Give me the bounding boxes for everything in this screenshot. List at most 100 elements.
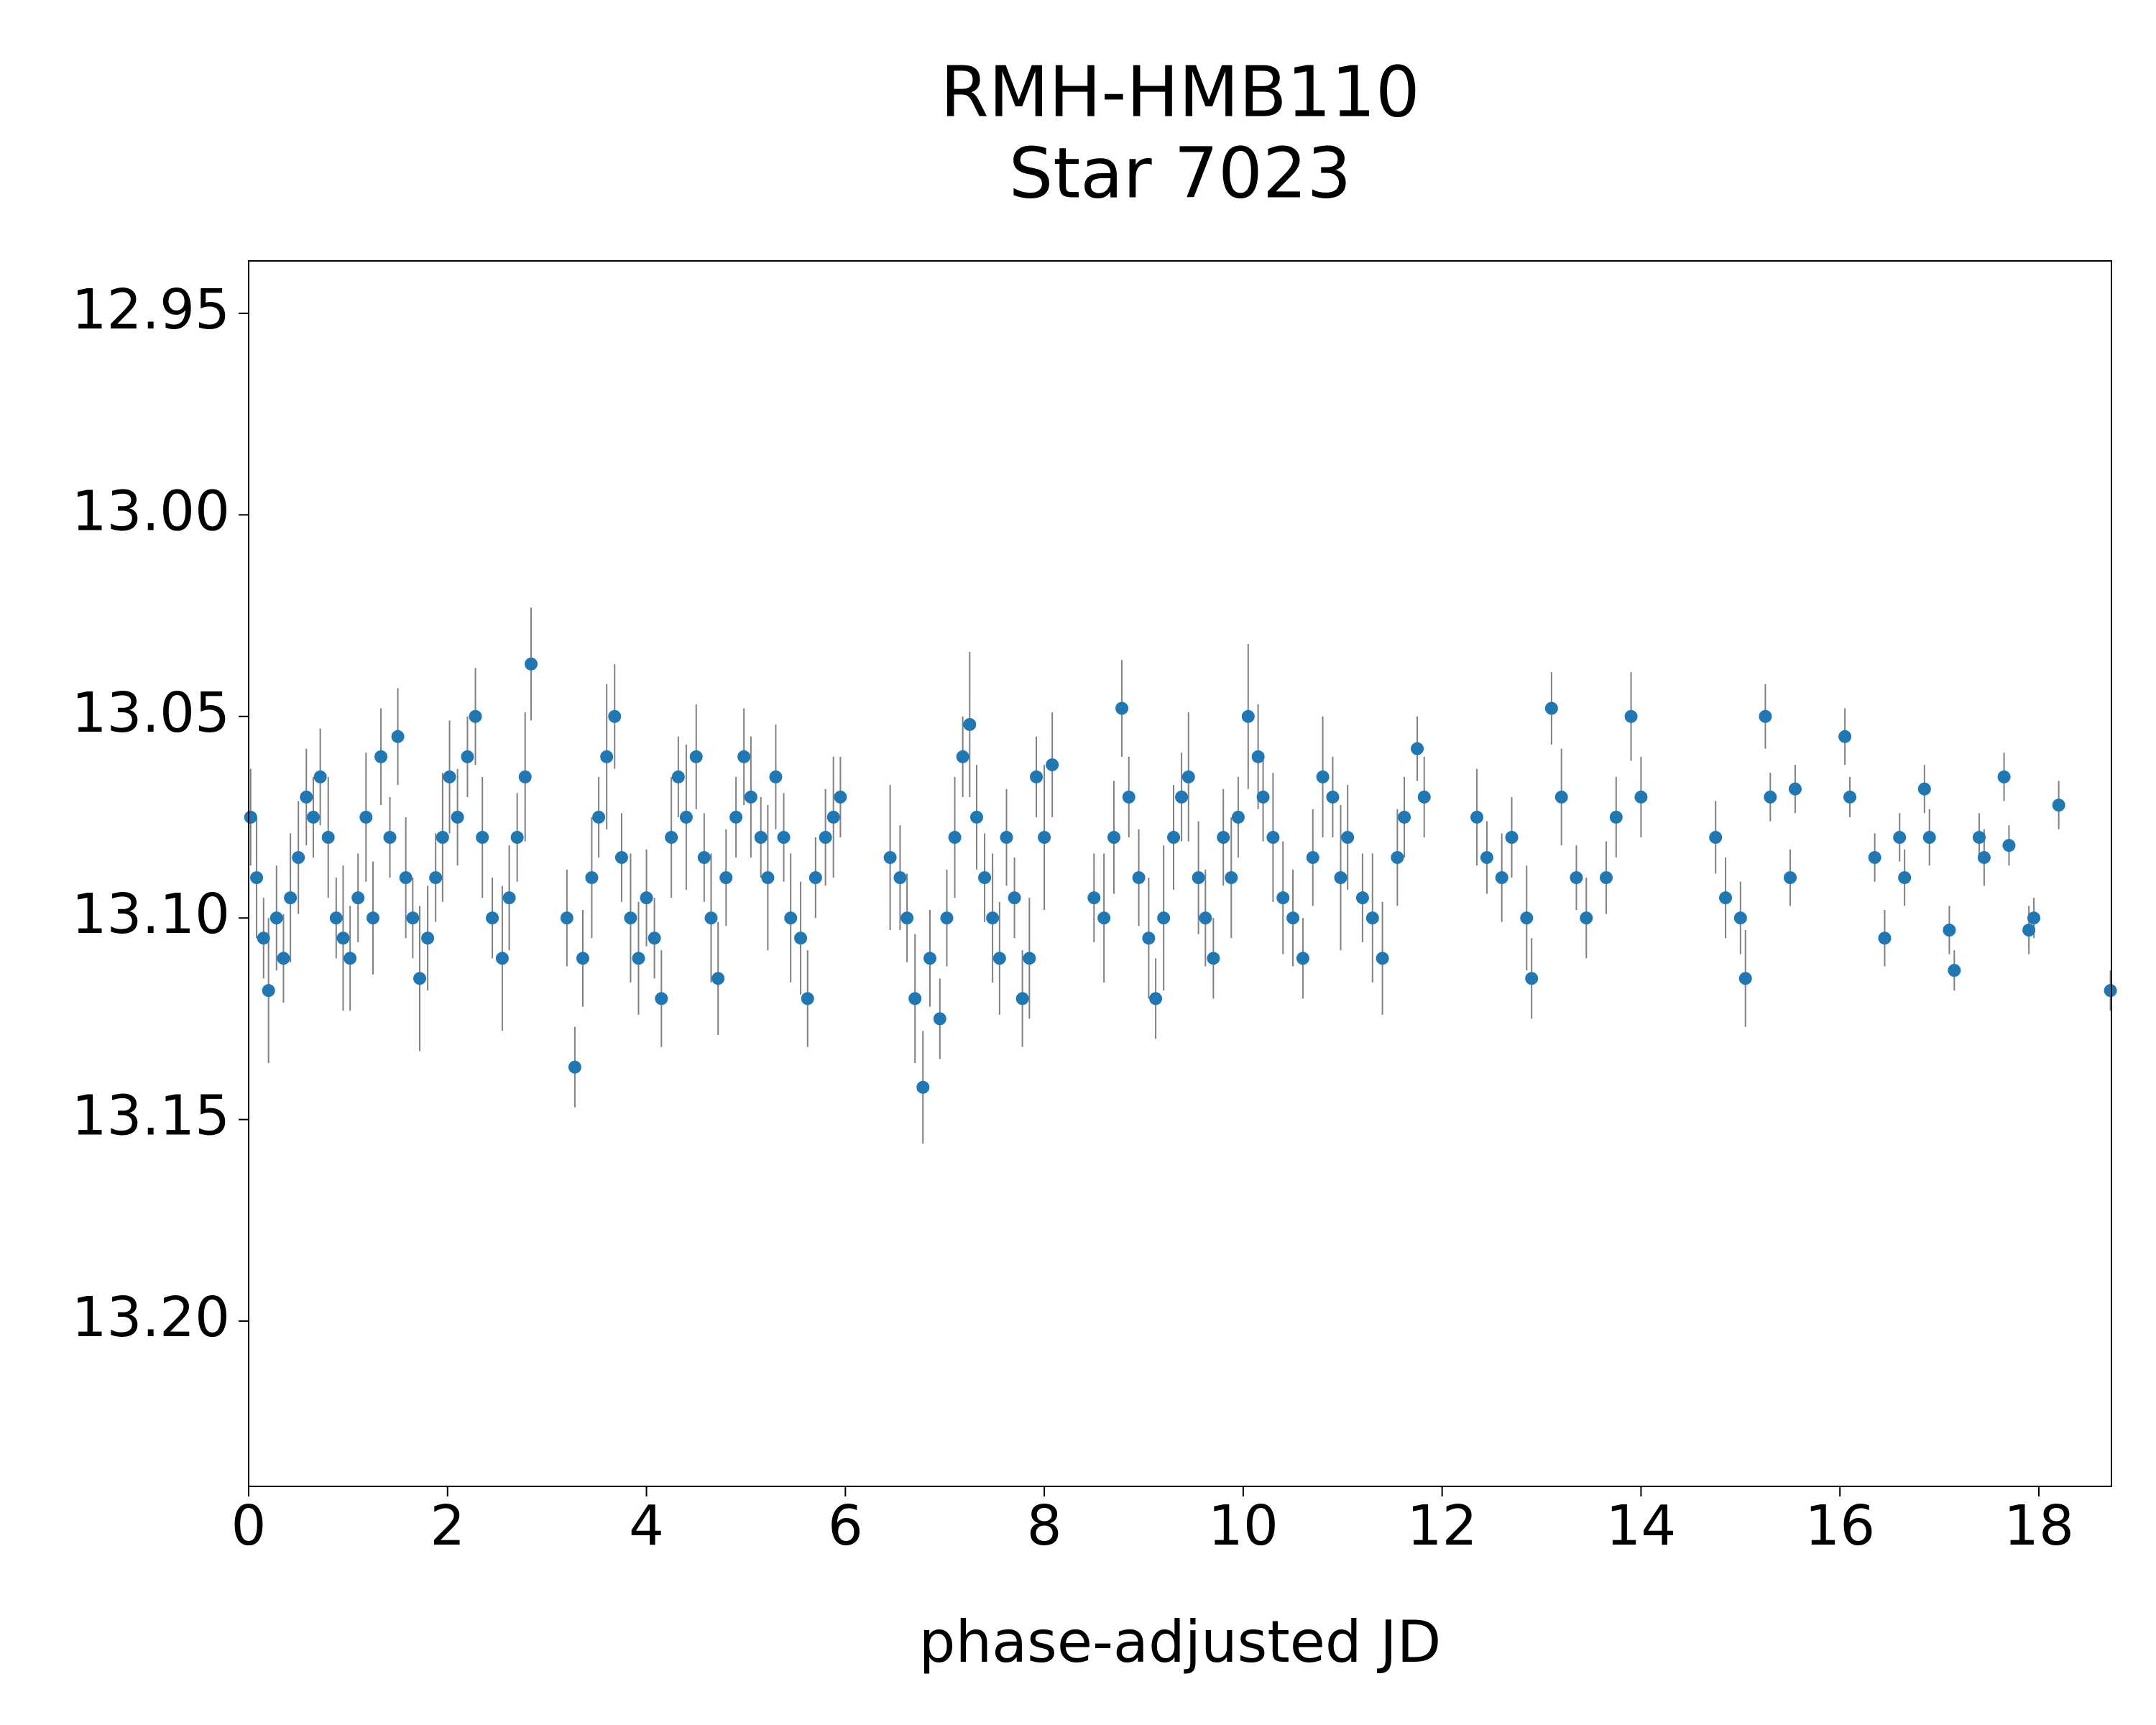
- data-point: [1192, 871, 1205, 885]
- x-tick-label: 18: [2004, 1494, 2074, 1558]
- x-tick-label: 4: [629, 1494, 664, 1558]
- x-tick-label: 0: [231, 1494, 267, 1558]
- data-point: [1326, 790, 1340, 804]
- data-point: [495, 952, 509, 965]
- data-point: [665, 831, 678, 845]
- data-point: [391, 730, 405, 743]
- data-point: [883, 851, 897, 865]
- data-point: [1241, 709, 1255, 723]
- y-tick-label: 13.15: [72, 1085, 230, 1149]
- data-point: [933, 1012, 946, 1026]
- data-point: [834, 790, 847, 804]
- data-point: [1157, 911, 1171, 925]
- data-point: [679, 810, 693, 824]
- data-point: [640, 891, 653, 905]
- data-point: [893, 871, 907, 885]
- data-point: [1115, 702, 1129, 715]
- axes-frame: [248, 260, 2112, 1487]
- data-point: [711, 972, 725, 985]
- data-point: [1365, 911, 1379, 925]
- data-point: [1181, 770, 1195, 783]
- data-point: [1132, 871, 1146, 885]
- data-point: [451, 810, 464, 824]
- data-point: [608, 709, 622, 723]
- data-point: [777, 831, 791, 845]
- data-point: [1341, 831, 1355, 845]
- data-point: [1554, 790, 1568, 804]
- data-point: [1038, 831, 1051, 845]
- data-point: [737, 750, 751, 763]
- data-point: [761, 871, 775, 885]
- data-point: [476, 831, 489, 845]
- data-point: [1030, 770, 1044, 783]
- data-point: [1167, 831, 1181, 845]
- data-point: [525, 657, 538, 671]
- data-point: [300, 790, 313, 804]
- data-point: [900, 911, 914, 925]
- y-tick-label: 13.20: [72, 1286, 230, 1350]
- data-point: [819, 831, 832, 845]
- data-point: [244, 810, 257, 824]
- chart-subtitle: Star 7023: [1009, 132, 1352, 213]
- data-point: [1838, 730, 1852, 743]
- data-point: [624, 911, 637, 925]
- data-point: [344, 952, 357, 965]
- data-point: [1334, 871, 1348, 885]
- data-point: [1580, 911, 1593, 925]
- data-point: [1893, 831, 1907, 845]
- data-point: [1256, 790, 1270, 804]
- data-point: [329, 911, 343, 925]
- data-point: [940, 911, 954, 925]
- data-point: [1599, 871, 1613, 885]
- data-point: [978, 871, 992, 885]
- data-point: [429, 871, 443, 885]
- data-point: [2104, 984, 2117, 998]
- data-point: [600, 750, 614, 763]
- data-point: [1505, 831, 1519, 845]
- data-point: [1977, 851, 1991, 865]
- data-point: [1878, 932, 1892, 945]
- data-point: [1266, 831, 1280, 845]
- data-point: [1997, 770, 2011, 783]
- data-point: [1417, 790, 1431, 804]
- x-tick-label: 6: [828, 1494, 863, 1558]
- data-point: [366, 911, 379, 925]
- data-point: [292, 851, 305, 865]
- data-point: [1868, 851, 1881, 865]
- data-point: [306, 810, 320, 824]
- data-point: [908, 992, 922, 1006]
- data-point: [1634, 790, 1648, 804]
- data-point: [1008, 891, 1021, 905]
- data-point: [655, 992, 668, 1006]
- data-point: [808, 871, 822, 885]
- data-point: [1898, 871, 1912, 885]
- data-point: [262, 984, 275, 998]
- data-point: [576, 952, 589, 965]
- chart-title: RMH-HMB110: [940, 51, 1419, 132]
- data-point: [383, 831, 397, 845]
- data-point: [1972, 831, 1986, 845]
- data-point: [1609, 810, 1623, 824]
- data-point: [689, 750, 703, 763]
- data-point: [461, 750, 474, 763]
- data-point: [801, 992, 814, 1006]
- data-point: [969, 810, 983, 824]
- x-tick-label: 14: [1606, 1494, 1676, 1558]
- plot-area: [244, 607, 2117, 1144]
- data-point: [754, 831, 768, 845]
- data-point: [1023, 952, 1036, 965]
- data-point: [270, 911, 283, 925]
- data-point: [1376, 952, 1389, 965]
- data-point: [510, 831, 524, 845]
- data-point: [614, 851, 628, 865]
- x-axis-label: phase-adjusted JD: [919, 1609, 1442, 1675]
- data-point: [704, 911, 718, 925]
- data-point: [1046, 758, 1059, 772]
- data-point: [956, 750, 969, 763]
- data-point: [399, 871, 413, 885]
- data-point: [1738, 972, 1752, 985]
- data-point: [1719, 891, 1733, 905]
- data-point: [963, 717, 977, 731]
- data-point: [1122, 790, 1135, 804]
